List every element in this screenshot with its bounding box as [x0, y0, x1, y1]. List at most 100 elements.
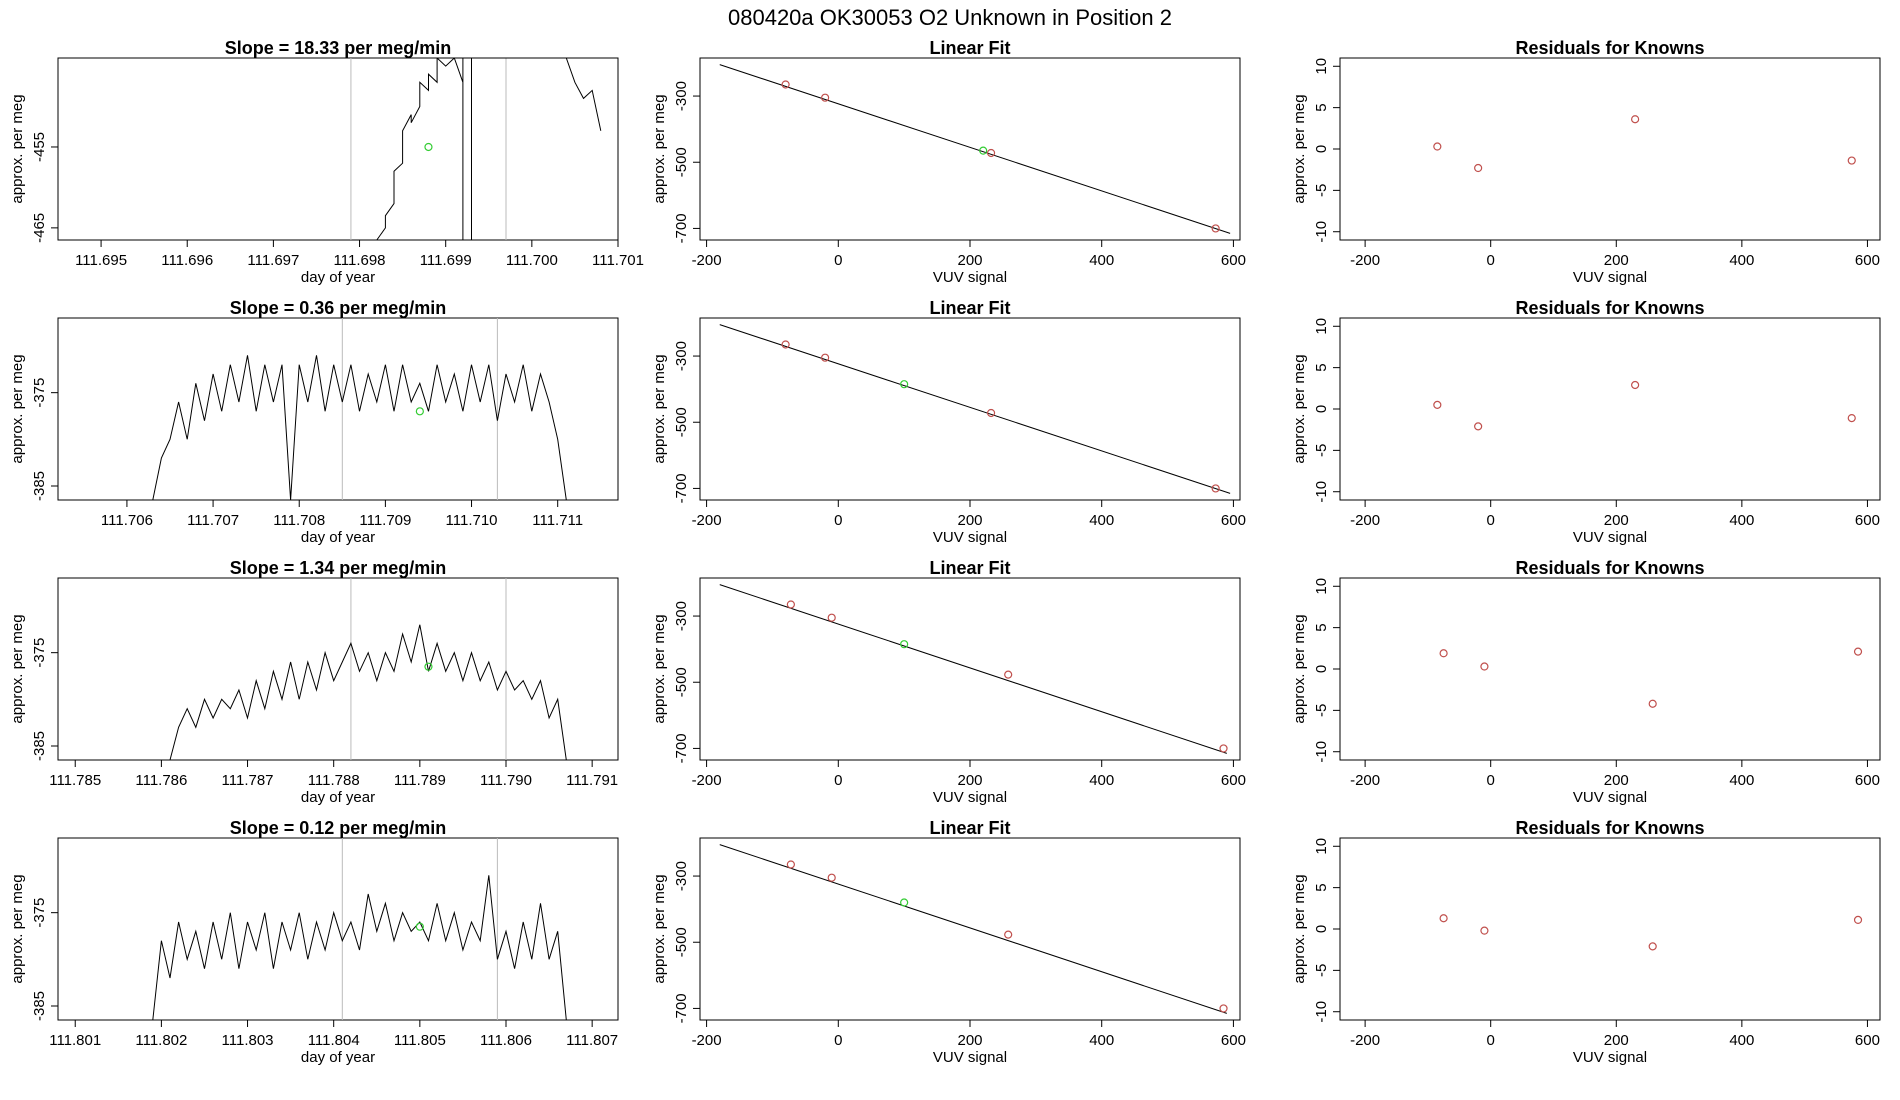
panel-5: Linear Fit -200 0 200 400 600 -300 -500 -700 VUV … — [651, 38, 1246, 286]
known-point — [1480, 662, 1489, 671]
y-tick-label: 10 — [1313, 578, 1330, 595]
x-tick-label: 600 — [1221, 252, 1246, 269]
x-tick-label: 400 — [1729, 1032, 1754, 1049]
y-tick-label: -455 — [31, 132, 48, 162]
known-point — [1219, 744, 1228, 753]
x-tick-label: -200 — [1350, 512, 1380, 529]
known-point — [821, 93, 830, 102]
y-axis-label: approx. per meg — [1291, 874, 1308, 983]
panel-title: Slope = 1.34 per meg/min — [230, 558, 447, 578]
plot-frame — [57, 837, 619, 1021]
x-tick-label: 200 — [1604, 252, 1629, 269]
plot-area — [152, 318, 567, 500]
unknown-point — [415, 922, 424, 931]
plot-area — [1439, 647, 1863, 708]
panel-7: Linear Fit -200 0 200 400 600 -300 -500 -700 VUV … — [651, 558, 1246, 806]
y-axis-label: approx. per meg — [1291, 354, 1308, 463]
fit-line — [719, 64, 1231, 234]
panel-title: Residuals for Knowns — [1515, 818, 1704, 838]
x-axis-label: VUV signal — [1573, 529, 1647, 546]
panel-1: Slope = 18.33 per meg/min 111.695 111.696 1… — [9, 38, 644, 286]
x-tick-label: 600 — [1855, 772, 1880, 789]
y-tick-label: 5 — [1313, 623, 1330, 631]
x-axis-label: day of year — [301, 1049, 375, 1066]
x-tick-label: -200 — [692, 1032, 722, 1049]
known-point — [781, 80, 790, 89]
panel-grid: Slope = 18.33 per meg/min 111.695 111.696 1… — [9, 38, 1881, 1066]
x-tick-label: 111.788 — [308, 772, 360, 789]
y-tick-label: 5 — [1313, 883, 1330, 891]
x-tick-label: 111.786 — [135, 772, 187, 789]
known-point — [1631, 380, 1640, 390]
y-tick-label: -375 — [31, 378, 48, 408]
signal-trace — [376, 58, 602, 240]
known-point — [1474, 163, 1483, 173]
x-tick-label: 111.805 — [394, 1032, 446, 1049]
x-tick-label: 400 — [1089, 512, 1114, 529]
unknown-point — [900, 640, 909, 649]
y-tick-label: 0 — [1313, 925, 1330, 933]
x-axis-label: VUV signal — [1573, 789, 1647, 806]
x-tick-label: 400 — [1729, 772, 1754, 789]
x-tick-label: 200 — [957, 772, 982, 789]
panel-title: Slope = 0.12 per meg/min — [230, 818, 447, 838]
known-point — [786, 600, 795, 609]
y-tick-label: -375 — [31, 638, 48, 668]
plot-frame — [57, 317, 619, 501]
panel-title: Linear Fit — [929, 818, 1010, 838]
y-tick-label: -700 — [673, 993, 690, 1023]
unknown-point — [900, 898, 909, 907]
signal-trace — [152, 355, 567, 500]
known-point — [781, 340, 790, 349]
x-tick-label: 111.706 — [101, 512, 153, 529]
x-tick-label: 600 — [1221, 1032, 1246, 1049]
x-tick-label: 111.791 — [566, 772, 618, 789]
y-tick-label: 5 — [1313, 103, 1330, 111]
y-tick-label: -10 — [1313, 741, 1330, 763]
panel-title: Residuals for Knowns — [1515, 558, 1704, 578]
unknown-point — [424, 662, 433, 671]
x-tick-label: 111.804 — [308, 1032, 360, 1049]
unknown-point — [415, 407, 424, 416]
panel-4: Slope = 0.12 per meg/min 111.801 111.802 11… — [9, 818, 619, 1066]
panel-title: Linear Fit — [929, 38, 1010, 58]
x-tick-label: 0 — [834, 772, 842, 789]
x-axis-label: VUV signal — [933, 1049, 1007, 1066]
known-point — [1480, 926, 1489, 935]
panel-title: Slope = 18.33 per meg/min — [225, 38, 452, 58]
figure-title: 080420a OK30053 O2 Unknown in Position 2 — [728, 5, 1172, 30]
known-point — [1004, 670, 1013, 679]
y-tick-label: -5 — [1313, 444, 1330, 457]
y-tick-label: -465 — [31, 213, 48, 243]
y-tick-label: -500 — [673, 407, 690, 437]
panel-9: Residuals for Knowns -200 0 200 400 600 10 5 0 -5… — [1291, 38, 1881, 286]
known-point — [986, 408, 996, 418]
x-tick-label: 600 — [1221, 772, 1246, 789]
y-tick-label: 5 — [1313, 363, 1330, 371]
plot-area — [719, 584, 1228, 754]
y-tick-label: -385 — [31, 731, 48, 761]
y-axis-label: approx. per meg — [1291, 94, 1308, 203]
known-point — [1439, 914, 1448, 923]
known-point — [1474, 422, 1483, 431]
y-tick-label: -10 — [1313, 221, 1330, 243]
x-tick-label: 200 — [957, 512, 982, 529]
y-axis-label: approx. per meg — [9, 614, 26, 723]
known-point — [1433, 400, 1442, 409]
x-tick-label: 0 — [834, 252, 842, 269]
panel-title: Slope = 0.36 per meg/min — [230, 298, 447, 318]
signal-trace — [169, 624, 567, 760]
panel-8: Linear Fit -200 0 200 400 600 -300 -500 -700 VUV … — [651, 818, 1246, 1066]
y-tick-label: -700 — [673, 733, 690, 763]
plot-frame — [57, 577, 619, 761]
x-tick-label: 111.695 — [75, 252, 127, 269]
fit-line — [719, 584, 1227, 754]
x-tick-label: 400 — [1089, 772, 1114, 789]
x-tick-label: 400 — [1089, 1032, 1114, 1049]
x-tick-label: 111.698 — [334, 252, 386, 269]
x-tick-label: 400 — [1089, 252, 1114, 269]
panel-title: Residuals for Knowns — [1515, 298, 1704, 318]
y-axis-label: approx. per meg — [1291, 614, 1308, 723]
x-tick-label: 111.785 — [49, 772, 101, 789]
x-tick-label: 600 — [1855, 512, 1880, 529]
